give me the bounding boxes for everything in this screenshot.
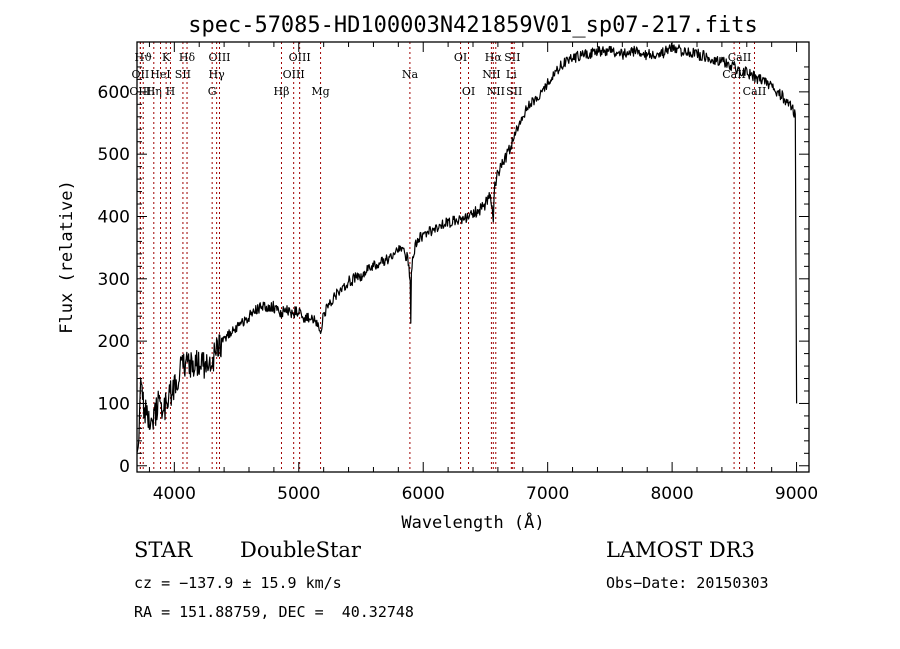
y-tick-label: 500	[98, 145, 130, 165]
x-tick-label: 4000	[153, 484, 196, 504]
line-label-24: SII	[506, 85, 522, 98]
y-tick-label: 400	[98, 207, 130, 227]
line-label-7: H	[166, 85, 176, 98]
line-label-20: SII	[504, 51, 520, 64]
object-subclass: DoubleStar	[240, 538, 361, 562]
line-label-19: Hα	[485, 51, 503, 64]
y-tick-label: 300	[98, 270, 130, 290]
line-label-13: OIII	[289, 51, 311, 64]
y-tick-label: 100	[98, 394, 130, 414]
line-label-12: Hβ	[274, 85, 290, 98]
x-tick-label: 8000	[650, 484, 693, 504]
series-layer	[136, 42, 798, 453]
line-label-1: OII	[132, 68, 150, 81]
line-label-27: CaII	[743, 85, 767, 98]
x-tick-label: 9000	[775, 484, 818, 504]
y-axis-title: Flux (relative)	[57, 180, 77, 334]
observation-date: Obs−Date: 20150303	[606, 574, 769, 592]
y-tick-label: 200	[98, 332, 130, 352]
line-label-14: OIII	[283, 68, 305, 81]
line-label-15: Mg	[311, 85, 329, 98]
x-tick-label: 5000	[277, 484, 320, 504]
chart-title: spec-57085-HD100003N421859V01_sp07-217.f…	[188, 13, 758, 38]
redshift-cz: cz = −137.9 ± 15.9 km/s	[134, 574, 342, 592]
line-label-18: OI	[462, 85, 475, 98]
object-class: STAR	[134, 538, 193, 562]
line-label-21: NII	[482, 68, 500, 81]
line-label-3: Hη	[146, 85, 162, 98]
plot-frame	[136, 41, 810, 473]
line-label-4: K	[162, 51, 171, 64]
line-label-6: SII	[175, 68, 191, 81]
x-tick-label: 7000	[526, 484, 569, 504]
line-label-10: Hγ	[209, 68, 226, 81]
y-tick-label: 600	[98, 83, 130, 103]
sky-coordinates: RA = 151.88759, DEC = 40.32748	[134, 603, 414, 621]
x-axis-title: Wavelength (Å)	[401, 511, 544, 533]
y-tick-label: 0	[119, 457, 130, 477]
line-label-5: HeI	[150, 68, 170, 81]
axes: 4000 5000 6000 7000 8000 9000 0 100 200 300 400 500…	[98, 41, 818, 504]
line-label-16: Na	[402, 68, 419, 81]
series-flux	[136, 42, 798, 453]
line-label-9: OIII	[208, 51, 230, 64]
line-label-25: CaII	[728, 51, 752, 64]
survey-name: LAMOST DR3	[606, 538, 755, 562]
x-tick-label: 6000	[402, 484, 445, 504]
line-label-8: Hδ	[179, 51, 196, 64]
line-label-17: OI	[454, 51, 467, 64]
line-label-22: Li	[506, 68, 517, 81]
line-label-23: NII	[487, 85, 505, 98]
line-label-0: Hϑ	[134, 51, 152, 64]
line-label-11: G	[208, 85, 217, 98]
